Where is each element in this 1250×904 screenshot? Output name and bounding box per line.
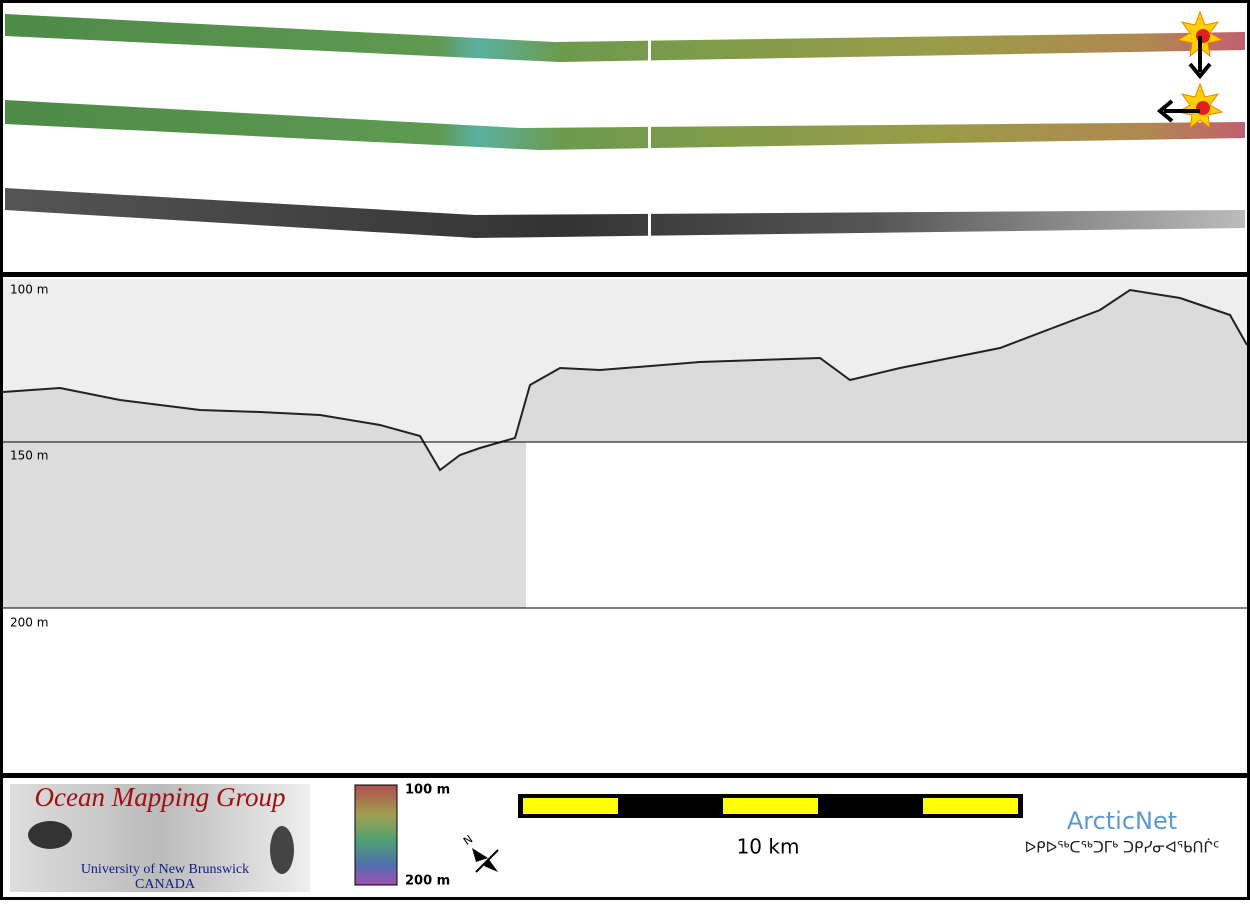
north-arrow: N	[461, 833, 499, 873]
logo-icon	[270, 826, 294, 874]
scale-segment	[923, 798, 1018, 814]
scale-label: 10 km	[737, 835, 800, 859]
divider	[0, 272, 1250, 277]
partner-name: ArcticNet	[1067, 807, 1177, 835]
backscatter-strip	[5, 188, 1245, 238]
depth-label: 150 m	[10, 449, 48, 463]
logo-title: Ocean Mapping Group	[35, 782, 286, 812]
depth-label: 100 m	[10, 283, 48, 297]
scale-segment	[523, 798, 618, 814]
logo-text: CANADA	[135, 877, 196, 892]
depth-label: 200 m	[10, 616, 48, 630]
colorbar	[354, 784, 398, 886]
colorbar-label: 100 m	[405, 783, 450, 798]
partner-syllabics: ᐅᑭᐅᖅᑕᖅᑐᒥᒃ ᑐᑭᓯᓂᐊᖃᑎᒌᑦ	[1025, 839, 1220, 857]
colorbar-label: 200 m	[405, 874, 450, 889]
svg-text:N: N	[461, 833, 475, 848]
seabed	[2, 288, 1248, 472]
bathymetry-strip	[5, 100, 1245, 150]
divider	[0, 773, 1250, 778]
bathymetry-strip	[5, 14, 1245, 62]
sub-bottom	[3, 290, 1247, 608]
logo-text: University of New Brunswick	[81, 862, 249, 877]
scale-segment	[723, 798, 818, 814]
logo-icon	[28, 821, 72, 849]
position-marker	[1156, 10, 1224, 130]
gap	[648, 30, 651, 240]
